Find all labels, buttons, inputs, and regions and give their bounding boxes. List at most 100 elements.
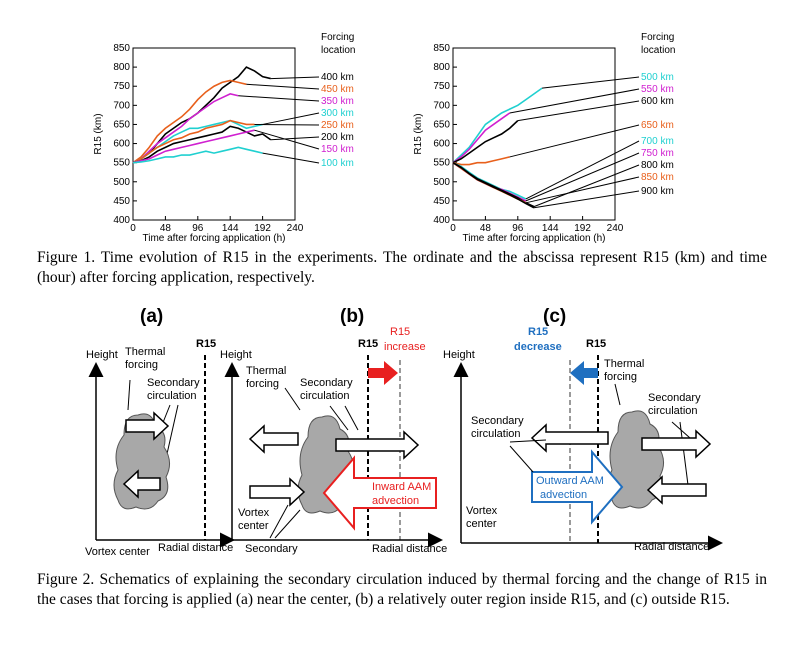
x-tick-label: 96 (512, 223, 524, 234)
panel-a-r15: R15 (196, 338, 216, 350)
x-axis-label: Time after forcing application (h) (142, 233, 285, 244)
x-tick-label: 96 (192, 223, 204, 234)
series-leader (270, 76, 320, 80)
panel-a-secondary: Secondary circulation (147, 377, 200, 402)
panel-b-vortex-center: Vortex center (238, 507, 270, 532)
series-line-350-km (132, 93, 239, 164)
panel-a-thermal-forcing: Thermal forcing (125, 346, 165, 371)
panel-c-secondary-right: Secondary circulation (648, 392, 701, 417)
panel-c-advection: Outward AAM advection (536, 475, 604, 501)
panel-c-secondary-left: Secondary circulation (471, 415, 524, 440)
panel-c-blue-arrow (570, 361, 598, 385)
panel-a: (a) R15 Height Thermal forcing Secondary c… (85, 306, 235, 558)
panel-b-arrow-right-top (335, 430, 420, 460)
panel-c-r15: R15 (586, 338, 606, 350)
series-label: 100 km (321, 158, 354, 169)
panel-c-radial: Radial distance (634, 541, 709, 553)
series-leader (525, 152, 640, 202)
series-label: 150 km (321, 144, 354, 155)
panel-c-height: Height (443, 349, 475, 361)
series-line-250-km (132, 119, 255, 164)
y-tick-label: 800 (433, 62, 450, 73)
series-leader (525, 176, 640, 204)
y-tick-label: 800 (113, 62, 130, 73)
panel-c-label: (c) (543, 306, 566, 327)
y-tick-label: 650 (433, 119, 450, 130)
y-tick-label: 450 (113, 196, 130, 207)
panel-c-advection-arrow (531, 449, 624, 525)
panel-c-vortex-center: Vortex center (466, 505, 498, 530)
series-leader (238, 95, 320, 102)
series-label: 500 km (641, 72, 674, 83)
series-line-450-km (132, 79, 247, 164)
x-tick-label: 192 (574, 223, 591, 234)
x-tick-label: 144 (222, 223, 239, 234)
x-tick-label: 240 (287, 223, 304, 234)
series-label: 450 km (321, 84, 354, 95)
figure2-schematic: (a) R15 Height Thermal forcing Secondary c… (85, 306, 723, 558)
panel-c-arrow-left-top (530, 423, 609, 453)
legend-title-2: location (321, 45, 355, 56)
panel-b: (b) R15 R15 increase Height Thermal forcin… (220, 306, 447, 555)
panel-c-sec-right-pointer2 (679, 421, 689, 486)
series-leader (270, 136, 320, 141)
series-line-400-km (132, 66, 271, 164)
panel-b-secondary-bottom: Secondary (245, 543, 298, 555)
panel-b-arrow-right-bottom (249, 477, 306, 507)
figure1-caption: Figure 1. Time evolution of R15 in the e… (37, 249, 767, 286)
series-label: 200 km (321, 132, 354, 143)
panel-c-cloud (607, 410, 664, 509)
x-tick-label: 0 (130, 223, 136, 234)
series-line-600-km (452, 120, 519, 164)
panel-b-arrow-left-top (248, 424, 299, 454)
y-tick-label: 700 (433, 100, 450, 111)
series-label: 900 km (641, 186, 674, 197)
panel-a-label: (a) (140, 306, 163, 327)
legend-title-2: location (641, 45, 675, 56)
panel-b-forcing-pointer (284, 387, 301, 411)
x-tick-label: 240 (607, 223, 624, 234)
series-label: 750 km (641, 148, 674, 159)
y-tick-label: 450 (433, 196, 450, 207)
x-axis-label: Time after forcing application (h) (462, 233, 605, 244)
y-tick-label: 700 (113, 100, 130, 111)
plot-frame (452, 47, 616, 221)
series-line-650-km (452, 156, 510, 166)
series-line-150-km (132, 129, 255, 164)
series-leader (509, 88, 640, 114)
y-tick-label: 400 (433, 215, 450, 226)
panel-c-arrow-right-top (641, 429, 712, 459)
series-label: 600 km (641, 96, 674, 107)
series-line-200-km (132, 125, 272, 164)
y-tick-label: 750 (113, 81, 130, 92)
panel-b-label: (b) (340, 306, 364, 327)
panel-b-r15: R15 (358, 338, 378, 350)
series-label: 300 km (321, 108, 354, 119)
legend-title: Forcing (641, 32, 674, 43)
panel-a-forcing-pointer (127, 379, 131, 411)
panel-b-secondary: Secondary circulation (300, 377, 353, 402)
x-tick-label: 144 (542, 223, 559, 234)
panel-c-sec-left-pointer1 (509, 439, 547, 443)
series-line-900-km (452, 161, 535, 209)
series-label: 400 km (321, 72, 354, 83)
panel-a-arrow-top (125, 411, 170, 441)
series-line-550-km (452, 112, 511, 164)
panel-b-advection: Inward AAM advection (372, 481, 431, 507)
panel-a-radial: Radial distance (158, 542, 233, 554)
y-axis-label: R15 (km) (413, 113, 424, 154)
series-label: 800 km (641, 160, 674, 171)
legend-title: Forcing (321, 32, 354, 43)
y-tick-label: 600 (113, 139, 130, 150)
series-leader (262, 112, 320, 125)
series-label: 650 km (641, 120, 674, 131)
x-tick-label: 0 (450, 223, 456, 234)
panel-a-vortex-center: Vortex center (85, 546, 150, 558)
series-label: 850 km (641, 172, 674, 183)
y-tick-label: 750 (433, 81, 450, 92)
series-label: 550 km (641, 84, 674, 95)
y-tick-label: 850 (433, 43, 450, 54)
panel-a-arrow-bottom (122, 469, 161, 499)
